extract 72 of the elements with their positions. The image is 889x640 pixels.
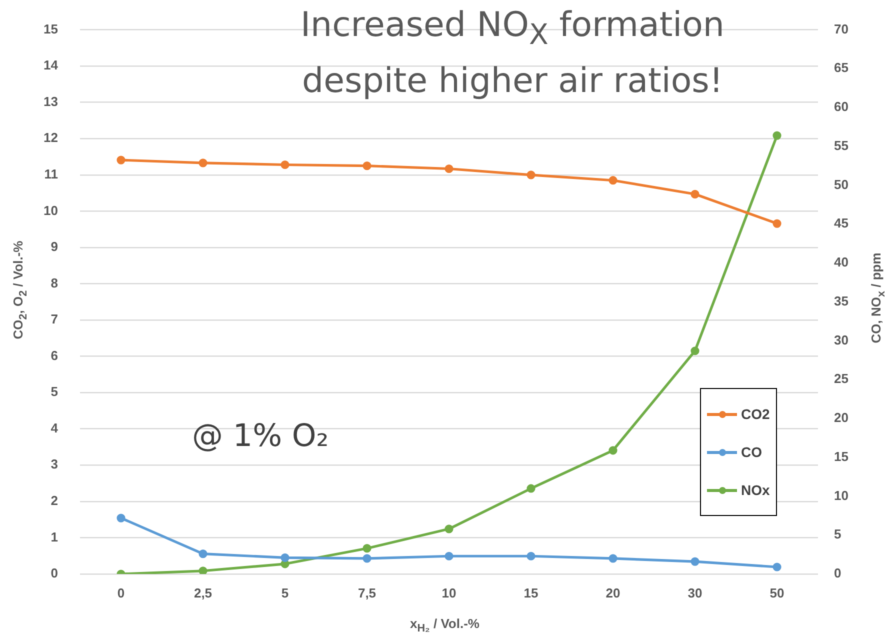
x-tick-label: 5 (281, 585, 289, 600)
point (690, 557, 700, 566)
y2-tick-label: 10 (834, 488, 848, 503)
x-tick-label: 7,5 (358, 585, 376, 600)
x-tick-label: 2,5 (194, 585, 212, 600)
point (116, 514, 126, 522)
x-axis-title: x$_{H₂}$ / Vol.-% (410, 616, 480, 635)
y-tick-label: 1 (50, 529, 58, 544)
y-tick-label: 11 (44, 166, 58, 182)
y-tick-label: 4 (50, 420, 59, 436)
y2-tick-label: 35 (834, 293, 848, 308)
y2-tick-label: 60 (834, 99, 848, 114)
chart-title: Increased NO$_{X}$ formation despite higher air ratios! (300, 4, 726, 103)
y-tick-label: 2 (50, 493, 58, 508)
point (526, 552, 536, 560)
point (198, 158, 208, 168)
point (526, 170, 536, 180)
y2-tick-label: 40 (834, 254, 848, 270)
x-tick-label: 15 (524, 585, 538, 600)
y2-tick-label: 50 (834, 176, 848, 192)
y-tick-label: 3 (50, 456, 58, 472)
point (690, 190, 700, 198)
point (444, 164, 454, 174)
y-tick-label: 0 (50, 566, 58, 581)
point (198, 566, 208, 574)
y2-tick-label: 55 (834, 138, 848, 153)
point (608, 176, 618, 185)
y-tick-label: 5 (50, 384, 58, 400)
x-tick-label: 30 (688, 585, 702, 600)
point (280, 553, 290, 562)
point (772, 219, 782, 228)
point (608, 554, 618, 563)
y2-tick-label: 15 (834, 448, 848, 464)
y2-tick-label: 45 (834, 216, 848, 231)
x-tick-label: 50 (770, 585, 784, 600)
legend-label: NOx (741, 482, 770, 498)
point (444, 552, 454, 560)
y2-tick-label: 25 (834, 371, 848, 386)
y-tick-label: 7 (50, 312, 58, 327)
point (772, 131, 782, 140)
point (280, 560, 290, 568)
y2-tick-label: 20 (834, 410, 848, 426)
point (772, 562, 782, 572)
point (444, 524, 454, 534)
point (608, 446, 618, 455)
y-tick-label: 6 (50, 348, 58, 363)
y-tick-label: 15 (44, 21, 58, 36)
x-tick-label: 0 (117, 585, 125, 600)
point (526, 484, 536, 493)
annotation: @ 1% O₂ (192, 418, 329, 454)
y2-tick-label: 65 (834, 60, 848, 76)
y-tick-label: 10 (44, 202, 58, 218)
point (362, 544, 372, 553)
point (116, 156, 126, 164)
y2-tick-label: 70 (834, 21, 848, 36)
y-tick-label: 14 (44, 58, 59, 73)
y-tick-label: 12 (44, 130, 58, 146)
y-tick-label: 9 (50, 239, 58, 254)
point (198, 549, 208, 558)
point (690, 346, 700, 356)
point (280, 160, 290, 170)
point (362, 162, 372, 170)
legend-label: CO (741, 444, 762, 460)
x-tick-label: 20 (606, 585, 620, 600)
y2-tick-label: 0 (834, 566, 842, 581)
point (362, 554, 372, 563)
y2-tick-label: 5 (834, 526, 842, 542)
x-tick-label: 10 (442, 585, 456, 600)
legend-label: CO2 (741, 406, 770, 422)
y-tick-label: 13 (44, 94, 58, 109)
y-tick-label: 8 (50, 275, 58, 290)
y2-tick-label: 30 (834, 332, 848, 348)
